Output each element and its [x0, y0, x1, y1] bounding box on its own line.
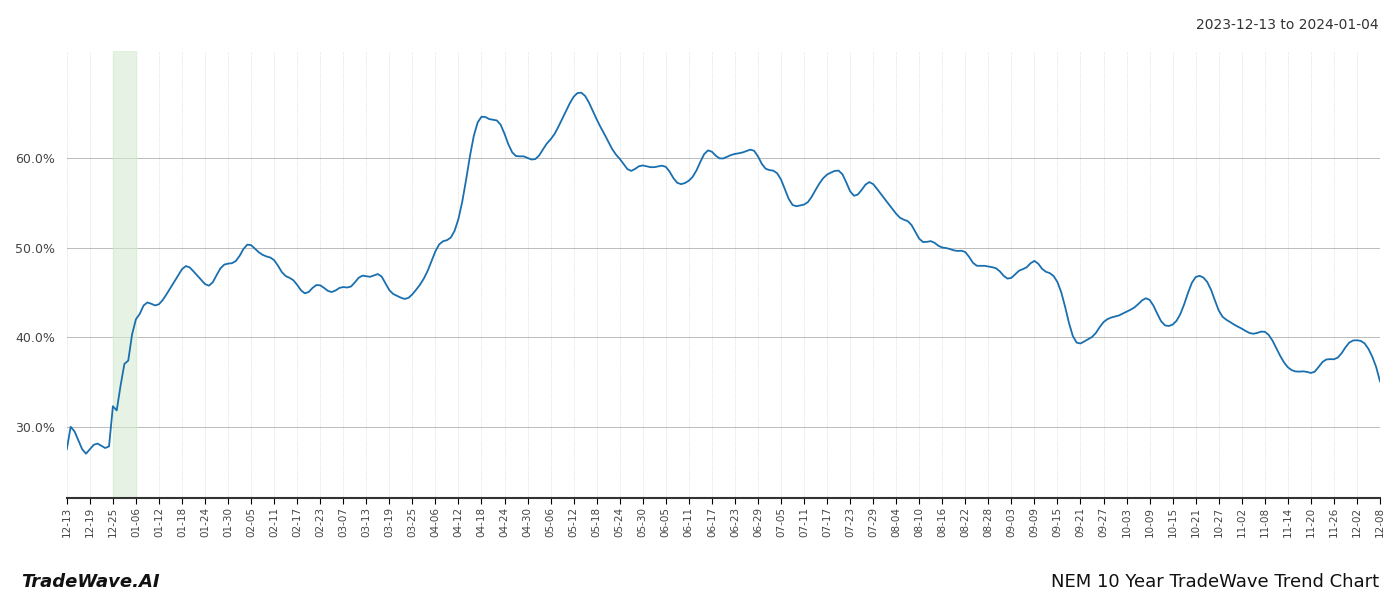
Bar [113, 51, 136, 499]
Text: NEM 10 Year TradeWave Trend Chart: NEM 10 Year TradeWave Trend Chart [1051, 573, 1379, 591]
Text: 2023-12-13 to 2024-01-04: 2023-12-13 to 2024-01-04 [1197, 18, 1379, 32]
Text: TradeWave.AI: TradeWave.AI [21, 573, 160, 591]
